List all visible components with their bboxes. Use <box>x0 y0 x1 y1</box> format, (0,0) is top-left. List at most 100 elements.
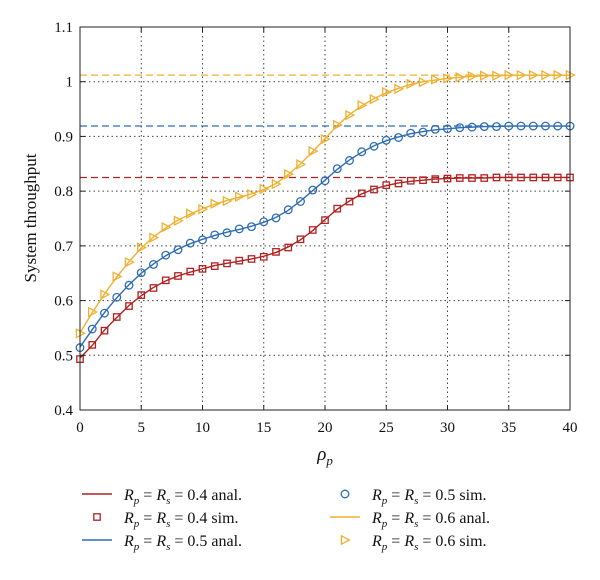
data-point <box>381 135 391 145</box>
data-point <box>516 121 526 131</box>
legend: Rp = Rs = 0.4 anal. Rp = Rs = 0.5 sim. Rp … <box>82 487 490 553</box>
data-point <box>283 205 293 215</box>
data-point <box>210 262 219 270</box>
data-point <box>149 260 158 269</box>
data-point <box>517 173 525 182</box>
data-point <box>112 292 122 302</box>
data-point <box>529 69 540 81</box>
x-tick-label: 40 <box>563 420 578 436</box>
x-tick-label: 0 <box>76 420 84 436</box>
data-point <box>100 289 111 300</box>
data-point <box>406 128 416 138</box>
y-tick-label: 0.4 <box>54 403 73 419</box>
data-point <box>284 243 293 252</box>
data-point <box>296 197 305 206</box>
data-point <box>271 213 281 223</box>
data-point <box>468 174 476 182</box>
data-point <box>222 195 233 207</box>
y-tick-label: 0.9 <box>54 129 73 145</box>
legend-swatch-marker <box>93 513 101 521</box>
data-point <box>394 83 405 95</box>
data-point <box>296 235 305 244</box>
data-point <box>443 174 452 183</box>
data-point <box>504 173 513 182</box>
legend-entry-0: Rp = Rs = 0.4 anal. <box>82 487 242 507</box>
data-point <box>186 267 195 276</box>
y-tick-label: 1.1 <box>54 20 73 36</box>
data-point <box>528 121 538 131</box>
legend-label: Rp = Rs = 0.4 sim. <box>123 510 239 530</box>
legend-label: Rp = Rs = 0.6 sim. <box>371 533 487 553</box>
legend-entry-1: Rp = Rs = 0.4 sim. <box>93 510 239 530</box>
data-point <box>455 123 465 133</box>
data-point <box>88 341 97 349</box>
data-point <box>100 326 109 335</box>
data-point <box>198 203 209 215</box>
data-point <box>137 291 146 299</box>
data-point <box>382 181 391 189</box>
data-point <box>345 197 354 206</box>
data-point <box>516 69 527 81</box>
data-point <box>418 127 428 137</box>
y-tick-label: 0.8 <box>54 184 73 200</box>
data-point <box>125 302 133 310</box>
data-point <box>174 272 182 280</box>
data-point <box>185 238 195 248</box>
legend-entry-4: Rp = Rs = 0.6 anal. <box>330 510 490 530</box>
data-point <box>541 173 550 182</box>
data-point <box>87 324 97 334</box>
data-point <box>504 121 514 131</box>
data-point <box>124 280 134 290</box>
data-point <box>430 124 440 134</box>
data-point <box>173 245 183 255</box>
data-point <box>272 248 280 256</box>
x-axis-label: ρp <box>316 444 333 468</box>
tick-labels: 0 5 10 15 20 25 30 35 40 0.4 0.5 0.6 0.7 0.8 0.9 1 1.1 <box>54 20 577 436</box>
data-point <box>369 93 380 105</box>
data-point <box>320 176 330 186</box>
data-point <box>553 121 563 131</box>
data-point <box>124 256 135 268</box>
data-point <box>247 189 258 200</box>
data-point <box>259 252 268 261</box>
data-point <box>345 156 354 165</box>
data-point <box>419 176 427 185</box>
data-point <box>247 255 256 263</box>
legend-label: Rp = Rs = 0.6 anal. <box>371 510 490 530</box>
data-point <box>320 133 331 145</box>
data-point <box>88 306 99 318</box>
x-axis-label-main: ρ <box>316 444 326 465</box>
data-point <box>553 69 564 81</box>
data-point <box>308 226 317 234</box>
data-point <box>308 185 318 195</box>
data-point <box>210 230 220 240</box>
data-point <box>271 178 282 190</box>
data-point <box>332 119 344 131</box>
data-point <box>222 228 232 238</box>
data-point <box>529 173 538 182</box>
data-point <box>504 69 515 81</box>
data-point <box>198 235 207 245</box>
data-point <box>492 173 501 182</box>
data-point <box>406 176 415 185</box>
data-point <box>431 175 440 183</box>
data-point <box>467 122 477 132</box>
data-point <box>406 78 417 90</box>
series-markers-5 <box>75 69 576 339</box>
data-point <box>369 141 379 151</box>
x-axis-label-sub: p <box>325 453 333 468</box>
legend-label: Rp = Rs = 0.5 anal. <box>123 533 242 553</box>
data-point <box>223 259 231 268</box>
data-point <box>541 121 550 131</box>
data-point <box>357 189 366 198</box>
legend-swatch-marker <box>340 534 351 546</box>
plot-frame <box>79 26 571 411</box>
data-point <box>283 168 295 180</box>
data-point <box>100 308 109 318</box>
legend-entry-5: Rp = Rs = 0.6 sim. <box>340 533 487 553</box>
data-point <box>443 73 454 84</box>
data-point <box>345 109 356 121</box>
data-point <box>234 191 246 202</box>
data-point <box>479 70 491 81</box>
y-tick-label: 0.7 <box>54 239 73 255</box>
